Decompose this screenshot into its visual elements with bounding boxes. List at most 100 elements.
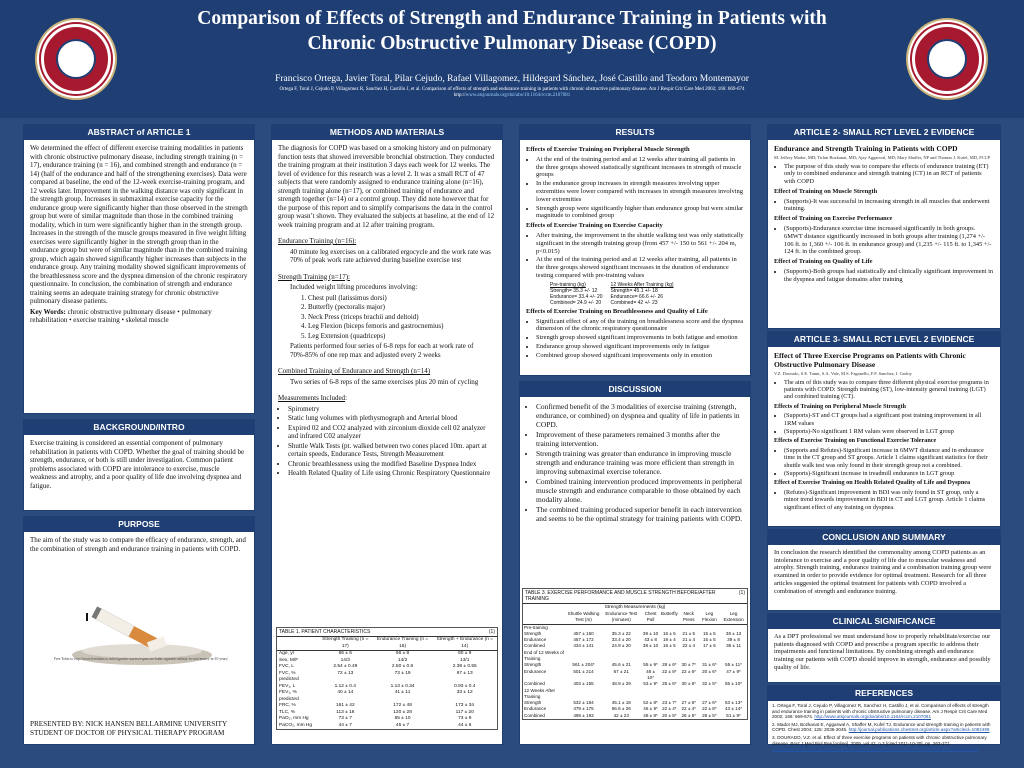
table-cell: PaO₂, mm Hg	[279, 716, 309, 721]
poster-title: Comparison of Effects of Strength and En…	[197, 8, 827, 54]
exercise-performance-table: TABLE 3. EXERCISE PERFORMANCE AND MUSCLE…	[522, 588, 748, 721]
conclusion-heading: CONCLUSION AND SUMMARY	[768, 530, 1000, 545]
table-cell	[566, 650, 602, 663]
list-item: Endurance group showed significant impro…	[536, 343, 744, 351]
article2-authors: M. Jeffery Mador, MD; Tirlan Bozkanat, M…	[774, 155, 991, 160]
table-cell: 53 ± 13*	[725, 700, 743, 706]
background-panel: BACKGROUND/INTRO Exercise training is co…	[23, 419, 255, 511]
table-cell: 66.6 ± 26	[611, 706, 631, 712]
keywords: chronic obstructive pulmonary disease • …	[30, 307, 212, 325]
endurance-heading: Endurance Training (n=16):	[278, 237, 357, 245]
table-cell: Age, yr	[279, 651, 295, 656]
list-item: (Supports)-No significant 1 RM values we…	[784, 428, 994, 435]
table-cell: 32 ± 5*	[702, 681, 717, 687]
table-cell: 113 ± 16	[336, 709, 355, 715]
table-cell: Endurance	[524, 668, 547, 674]
table-cell: 48.9 ± 29	[611, 681, 631, 687]
table-cell: 33.4 ± 20	[611, 637, 631, 643]
table-cell	[699, 650, 720, 663]
list-item: Health Related Quality of Life using Chr…	[288, 469, 496, 478]
table-header-row: Shuttle Walking Test (m) Endurance Test …	[523, 611, 747, 625]
table-cell: 33 ± 12	[456, 690, 473, 695]
table-row: Age, yr 66 ± 6 66 ± 8 60 ± 9	[277, 651, 497, 658]
table-cell	[720, 624, 747, 631]
table-cell: 2.50 ± 0.6	[391, 664, 414, 669]
table-cell: Strength	[524, 662, 542, 668]
list-item: (Supports)-Both groups had statistically…	[784, 268, 994, 284]
table-cell: 2.54 ± 0.49	[333, 664, 358, 669]
reference-link[interactable]: http://www.scielo.br/scielo.php?script=s…	[772, 746, 978, 752]
list-item: Confirmed benefit of the 3 modalities of…	[536, 402, 744, 429]
table-cell: 72 ± 13	[337, 670, 354, 676]
table-cell: FEV₁, L	[279, 683, 296, 689]
table-row: TLC, % 113 ± 16 120 ± 28 117 ± 20	[277, 710, 497, 717]
table-cell: 55 ± 10*	[725, 681, 743, 687]
poster-header: Comparison of Effects of Strength and En…	[0, 0, 1024, 118]
table-cell: 36 ± 11	[726, 643, 742, 649]
measurements-heading: Measurements Included	[278, 394, 346, 402]
table-cell: 2.38 ± 0.55	[452, 664, 477, 669]
table-cell: 561 ± 204*	[572, 662, 595, 668]
article2-title: Endurance and Strength Training in Patie…	[774, 144, 958, 153]
patient-characteristics-table: TABLE 1. PATIENT CHARACTERISTICS (1) Stre…	[276, 627, 498, 730]
table-cell: 23 ± 7*	[662, 700, 677, 706]
table-cell: 67 ± 13	[456, 670, 473, 676]
table-row: Strength 457 ± 150 35.3 ± 22 39 ± 10 16 ± 5 2…	[523, 631, 747, 637]
table-cell: 457 ± 172	[573, 637, 594, 643]
table-cell: 48 ± 8*	[643, 712, 658, 718]
article2-panel: ARTICLE 2- SMALL RCT LEVEL 2 EVIDENCE En…	[767, 124, 1001, 329]
list-item: Leg Flexion (biceps femoris and gastrocn…	[308, 322, 496, 331]
table-row: FVC, L 2.54 ± 0.49 2.50 ± 0.6 2.38 ± 0.55	[277, 664, 497, 671]
citation-line: Ortega F, Toral J, Cejudo P, Villagomez …	[279, 87, 745, 98]
table-cell: Combined	[524, 681, 545, 687]
table-row: Endurance 479 ± 175 66.6 ± 26 46 ± 9* 22 ± 4…	[523, 706, 747, 712]
table-cell: 39 ± 8	[727, 637, 740, 643]
table-cell: 43 ± 8	[644, 637, 657, 643]
table-cell: 172 ± 48	[393, 703, 412, 708]
table-cell: Sex, M/F	[279, 657, 299, 663]
table-cell: 117 ± 20	[455, 709, 474, 715]
table-cell: 44 ± 7	[338, 722, 352, 728]
list-item: Strength group were significantly higher…	[536, 205, 744, 221]
article2-heading: ARTICLE 2- SMALL RCT LEVEL 2 EVIDENCE	[768, 125, 1000, 140]
conclusion-body: In conclusion the research identified th…	[774, 549, 992, 595]
table-cell: 30 ± 7*	[681, 662, 696, 668]
reference-link[interactable]: http://journal.publications.chestnet.org…	[848, 727, 990, 733]
table-cell: PaCO₂, mm Hg	[279, 722, 313, 728]
table-cell: 161 ± 42	[335, 703, 355, 708]
table-cell: 21 ± 4	[682, 637, 696, 643]
table-row: PaCO₂, mm Hg 44 ± 7 45 ± 7 44 ± 6	[277, 723, 497, 730]
results-heading: RESULTS	[520, 125, 750, 140]
table-cell	[566, 624, 602, 631]
table-cell: 45 ± 7	[395, 722, 410, 728]
table-row: PaO₂, mm Hg 73 ± 7 65 ± 10 73 ± 9	[277, 716, 497, 723]
table-cell: 45.6 ± 21	[611, 662, 631, 668]
methods-panel: METHODS AND MATERIALS The diagnosis for …	[271, 124, 503, 745]
list-item: (Supports)-It was successful in increasi…	[784, 198, 994, 214]
table-cell	[699, 624, 720, 631]
list-item: (Supports)-Endurance exercise time incre…	[784, 225, 994, 256]
list-item: (Refutes)-Significant improvement in BDI…	[784, 489, 994, 511]
reference-link[interactable]: http://www.atsjournals.org/doi/abs/10.11…	[814, 714, 932, 720]
table-cell: 30 ± 6*	[681, 681, 696, 687]
measurements-list: Spirometry Static lung volumes with plet…	[288, 405, 496, 478]
article3-func-heading: Effects of Exercise Training on Function…	[774, 437, 937, 445]
article-link[interactable]: www.atsjournals.org/doi/abs/10.1164/rccm…	[465, 93, 571, 98]
table-cell: 46 ± 9*	[643, 706, 658, 712]
background-heading: BACKGROUND/INTRO	[24, 420, 254, 435]
clinical-heading: CLINICAL SIGNIFICANCE	[768, 614, 1000, 629]
article3-panel: ARTICLE 3- SMALL RCT LEVEL 2 EVIDENCE Ef…	[767, 331, 1001, 527]
table-cell: 1.12 ± 0.4	[334, 683, 356, 689]
table-row: Combined 498 ± 193 42 ± 23 48 ± 8* 20 ± 5* 26…	[523, 713, 747, 719]
strength-list: Chest pull (latissimus dorsi) Butterfly …	[308, 294, 496, 341]
list-item: Expired 02 and CO2 analyzed with zirconi…	[288, 424, 496, 441]
table-row: Pre-training	[523, 624, 747, 631]
table-cell: 27 ± 6*	[681, 700, 696, 706]
table-cell: Combined	[524, 643, 545, 649]
table-row: FEV₁, L 1.12 ± 0.4 1.13 ± 0.34 0.93 ± 0.4	[277, 684, 497, 691]
table-cell: 73 ± 19	[394, 670, 411, 676]
strength-intro: Included weight lifting procedures invol…	[290, 283, 418, 291]
list-item: Chronic breathlessness using the modifie…	[288, 460, 496, 469]
table-cell: 173 ± 34	[455, 703, 475, 708]
table-cell: 15 ± 5	[703, 637, 716, 643]
